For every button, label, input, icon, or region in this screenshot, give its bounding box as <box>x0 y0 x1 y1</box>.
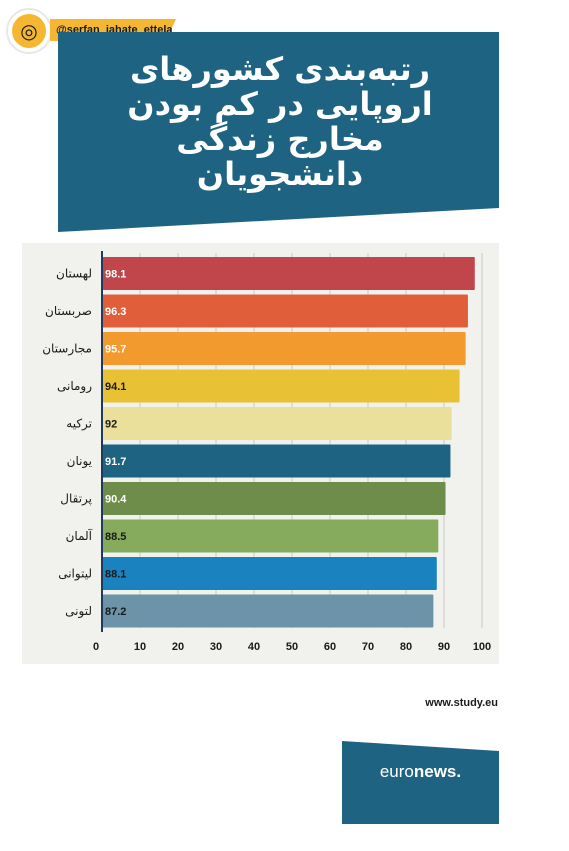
value-label: 88.5 <box>105 531 126 543</box>
title-banner <box>58 32 499 232</box>
x-tick-label: 70 <box>362 641 374 653</box>
title-line-1: رتبه‌بندی کشورهای <box>129 50 431 88</box>
category-label: آلمان <box>66 528 93 543</box>
x-tick-label: 90 <box>438 641 450 653</box>
value-label: 94.1 <box>105 381 126 393</box>
bar <box>102 482 446 515</box>
category-label: ترکیه <box>66 417 92 432</box>
chart-panel: لهستان 98.1 صربستان 96.3 مجارستان 95.7 رومانی 9… <box>22 243 499 664</box>
x-tick-label: 80 <box>400 641 412 653</box>
title-line-3: مخارج زندگی <box>176 120 384 158</box>
title-line-2: اروپایی در کم بودن <box>127 85 433 123</box>
bar <box>102 407 452 440</box>
x-tick-label: 10 <box>134 641 146 653</box>
category-label: رومانی <box>57 379 92 394</box>
bar <box>102 519 439 553</box>
category-label: لیتوانی <box>58 567 92 582</box>
category-label: پرتقال <box>60 492 92 507</box>
seal-logo-ring <box>12 14 46 48</box>
source-credit: www.study.eu <box>425 697 498 709</box>
bar <box>102 444 451 478</box>
bar <box>102 557 437 590</box>
x-tick-label: 50 <box>286 641 298 653</box>
bar <box>102 257 475 290</box>
value-label: 88.1 <box>105 569 126 581</box>
value-label: 91.7 <box>105 456 126 468</box>
x-tick-label: 0 <box>93 641 99 653</box>
value-label: 95.7 <box>105 344 126 356</box>
brand-block <box>342 741 499 824</box>
seal-logo-icon: ◎ <box>20 19 38 43</box>
x-tick-label: 30 <box>210 641 222 653</box>
x-tick-label: 20 <box>172 641 184 653</box>
category-label: مجارستان <box>42 342 92 357</box>
euronews-logo: euronews. <box>342 762 499 782</box>
x-tick-label: 100 <box>473 641 491 653</box>
value-label: 98.1 <box>105 269 126 281</box>
x-tick-label: 40 <box>248 641 260 653</box>
bar <box>102 294 468 328</box>
value-label: 87.2 <box>105 606 126 618</box>
category-label: لتونی <box>65 604 92 619</box>
brand-suffix: news <box>413 762 457 781</box>
category-label: لهستان <box>56 267 92 281</box>
page-title: رتبه‌بندی کشورهای اروپایی در کم بودن مخا… <box>70 52 490 192</box>
brand-dot: . <box>456 762 462 781</box>
value-label: 90.4 <box>105 494 127 506</box>
brand-prefix: euro <box>379 762 414 781</box>
x-tick-label: 60 <box>324 641 336 653</box>
bar <box>102 369 460 403</box>
bar <box>102 332 466 365</box>
bar-chart: لهستان 98.1 صربستان 96.3 مجارستان 95.7 رومانی 9… <box>42 251 491 653</box>
category-label: یونان <box>67 454 92 469</box>
bar <box>102 594 434 628</box>
value-label: 96.3 <box>105 306 126 318</box>
category-label: صربستان <box>45 304 92 319</box>
title-line-4: دانشجویان <box>196 155 364 193</box>
value-label: 92 <box>105 419 117 431</box>
seal-logo: ◎ <box>6 8 52 54</box>
